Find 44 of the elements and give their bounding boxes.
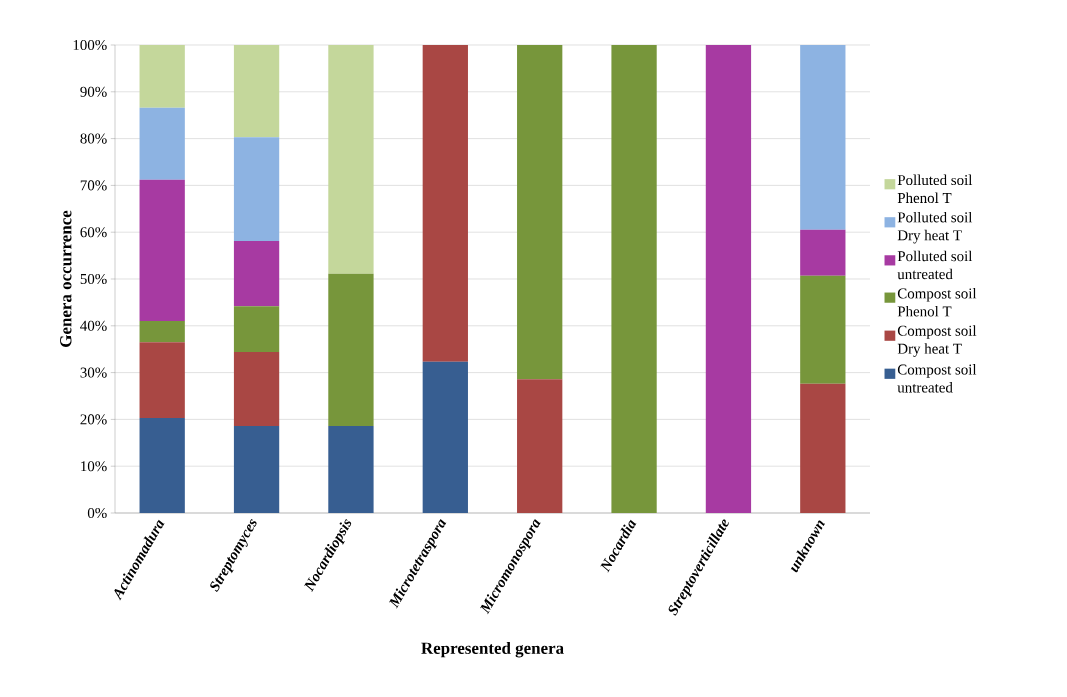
- y-tick-label: 60%: [80, 227, 107, 238]
- bar: [705, 44, 752, 513]
- y-tick-label: 40%: [80, 320, 107, 331]
- bar: [139, 107, 185, 180]
- bar: [233, 241, 280, 307]
- bar: [328, 44, 374, 274]
- bar: [422, 44, 468, 362]
- bar: [328, 425, 374, 513]
- bar: [233, 425, 280, 513]
- bar: [139, 179, 185, 322]
- legend-label: Polluted soil untreated: [897, 250, 973, 280]
- bar: [800, 383, 846, 513]
- x-axis-title: Represented genera: [421, 641, 564, 658]
- bar: [233, 352, 280, 426]
- bar: [139, 342, 185, 418]
- legend-label: Compost soil untreated: [897, 364, 977, 393]
- y-tick-label: 30%: [80, 367, 107, 378]
- y-tick-label: 10%: [81, 461, 107, 472]
- bar: [800, 44, 846, 230]
- y-tick-label: 70%: [80, 180, 107, 191]
- legend-label: Compost soil Phenol T: [897, 288, 977, 317]
- legend-label: Polluted soil Phenol T: [897, 174, 973, 204]
- bar: [233, 137, 280, 242]
- bar: [611, 44, 657, 513]
- y-tick-label: 80%: [80, 133, 107, 144]
- bar: [233, 44, 280, 138]
- legend-label: Polluted soil Dry heat T: [897, 211, 973, 244]
- bar: [422, 361, 468, 513]
- bar: [800, 275, 846, 384]
- bar: [139, 417, 185, 513]
- y-tick-label: 0%: [87, 507, 107, 519]
- y-tick-label: 90%: [80, 86, 107, 97]
- y-tick-label: 20%: [80, 414, 107, 425]
- bar: [517, 379, 563, 513]
- bar: [800, 229, 846, 276]
- y-tick-label: 100%: [73, 39, 107, 51]
- bar: [139, 321, 185, 343]
- bar: [233, 306, 280, 352]
- bar: [139, 44, 185, 108]
- bar: [517, 44, 563, 380]
- bar: [328, 273, 374, 426]
- legend-label: Compost soil Dry heat T: [897, 325, 977, 357]
- y-tick-label: 50%: [80, 273, 107, 285]
- y-axis-title: Genera occurrence: [60, 210, 72, 347]
